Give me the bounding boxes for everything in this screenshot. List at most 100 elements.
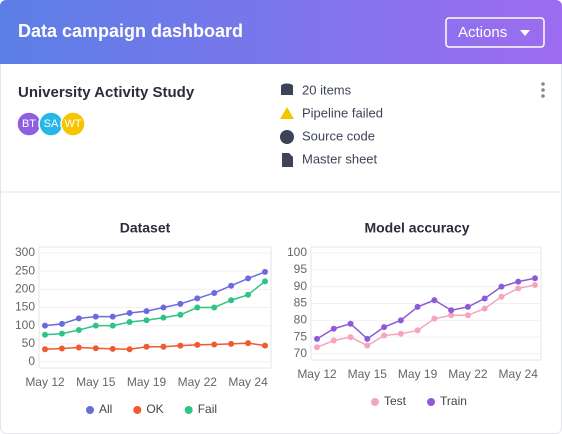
data-point [481, 305, 488, 312]
data-point [177, 342, 184, 349]
y-tick-label: 90 [294, 279, 308, 293]
data-point [126, 319, 133, 326]
x-tick-label: May 22 [178, 375, 218, 389]
y-tick-label: 50 [22, 336, 36, 350]
data-point [245, 340, 252, 347]
data-point [75, 315, 82, 322]
legend-swatch [427, 398, 436, 406]
data-point [532, 275, 538, 282]
data-point [330, 325, 337, 332]
data-point [126, 346, 133, 353]
y-tick-label: 150 [15, 300, 35, 314]
data-point [177, 311, 184, 318]
data-point [109, 345, 116, 352]
y-tick-label: 300 [15, 245, 35, 259]
x-tick-label: May 19 [398, 367, 438, 381]
data-point [498, 283, 505, 290]
data-point [92, 345, 99, 352]
data-point [194, 341, 201, 348]
legend-label: Fail [198, 402, 217, 416]
kebab-menu[interactable] [541, 82, 545, 86]
data-point [109, 322, 116, 329]
chart-title: Dataset [120, 220, 171, 236]
data-point [314, 335, 320, 342]
legend-swatch [86, 406, 94, 414]
avatar-initials: WT [64, 118, 81, 130]
data-point [515, 285, 522, 292]
data-point [381, 332, 388, 339]
data-point [262, 342, 268, 349]
data-point [42, 346, 48, 353]
header-title: Data campaign dashboard [18, 21, 243, 41]
chart-title: Model accuracy [364, 220, 469, 236]
data-point [58, 345, 65, 352]
y-tick-label: 100 [15, 318, 35, 332]
database-icon [281, 86, 293, 95]
x-tick-label: May 12 [297, 367, 337, 381]
data-point [177, 300, 184, 307]
x-tick-label: May 22 [448, 367, 488, 381]
kebab-menu[interactable] [541, 88, 545, 92]
y-tick-label: 80 [294, 313, 308, 327]
data-point [314, 344, 320, 351]
data-point [431, 315, 438, 322]
data-point [532, 281, 538, 288]
data-point [498, 293, 505, 300]
actions-label: Actions [458, 24, 507, 41]
data-point [194, 295, 201, 302]
data-point [381, 324, 388, 331]
data-point [464, 312, 471, 319]
data-point [347, 334, 354, 341]
data-point [330, 337, 337, 344]
legend-swatch [133, 406, 142, 414]
data-point [143, 308, 150, 315]
data-point [211, 341, 218, 348]
y-tick-label: 75 [294, 329, 308, 343]
detail-text: 20 items [302, 82, 352, 97]
data-point [414, 303, 421, 310]
detail-text: Pipeline failed [302, 105, 383, 120]
y-tick-label: 70 [294, 346, 308, 360]
data-point [58, 320, 65, 327]
data-point [109, 313, 116, 320]
kebab-menu[interactable] [541, 94, 545, 98]
data-point [397, 330, 404, 337]
data-point [211, 289, 218, 296]
legend-label: All [99, 402, 112, 416]
sheet-icon [282, 153, 293, 167]
data-point [211, 304, 218, 311]
x-tick-label: May 24 [499, 367, 539, 381]
warning-icon [280, 107, 294, 119]
legend-swatch [184, 406, 193, 414]
data-point [245, 291, 252, 298]
data-point [397, 317, 404, 324]
y-tick-label: 200 [15, 282, 35, 296]
data-point [481, 295, 488, 302]
data-point [143, 343, 150, 350]
y-tick-label: 95 [294, 262, 308, 276]
caret-icon [520, 30, 530, 36]
data-point [75, 344, 82, 351]
data-point [75, 327, 82, 334]
legend-label: Test [384, 394, 407, 408]
data-point [464, 303, 471, 310]
data-point [160, 314, 167, 321]
actions-button[interactable] [445, 17, 545, 48]
data-point [448, 307, 455, 314]
data-point [126, 309, 133, 316]
data-point [245, 275, 252, 282]
series-line [316, 277, 536, 340]
project-title: University Activity Study [18, 84, 195, 101]
data-point [143, 317, 150, 324]
header-bar [0, 0, 562, 64]
x-tick-label: May 19 [127, 375, 167, 389]
data-point [228, 282, 235, 289]
detail-text: Master sheet [302, 151, 378, 166]
x-tick-label: May 15 [76, 375, 116, 389]
data-point [92, 313, 99, 320]
data-point [414, 327, 421, 334]
data-point [262, 268, 268, 275]
avatar [60, 111, 86, 137]
data-point [448, 312, 455, 319]
